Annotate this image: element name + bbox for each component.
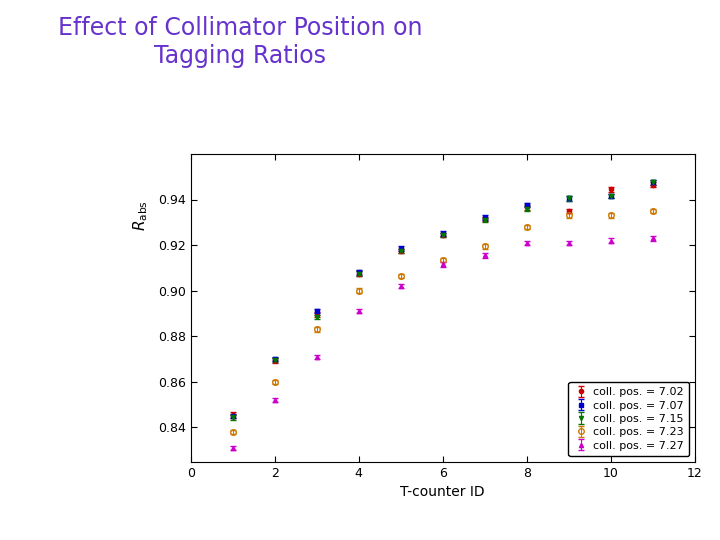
Text: Effect of Collimator Position on
Tagging Ratios: Effect of Collimator Position on Tagging…: [58, 16, 422, 68]
Legend: coll. pos. = 7.02, coll. pos. = 7.07, coll. pos. = 7.15, coll. pos. = 7.23, coll: coll. pos. = 7.02, coll. pos. = 7.07, co…: [569, 382, 689, 456]
X-axis label: T-counter ID: T-counter ID: [400, 485, 485, 499]
Text: $R_{\rm abs}$: $R_{\rm abs}$: [131, 200, 150, 231]
